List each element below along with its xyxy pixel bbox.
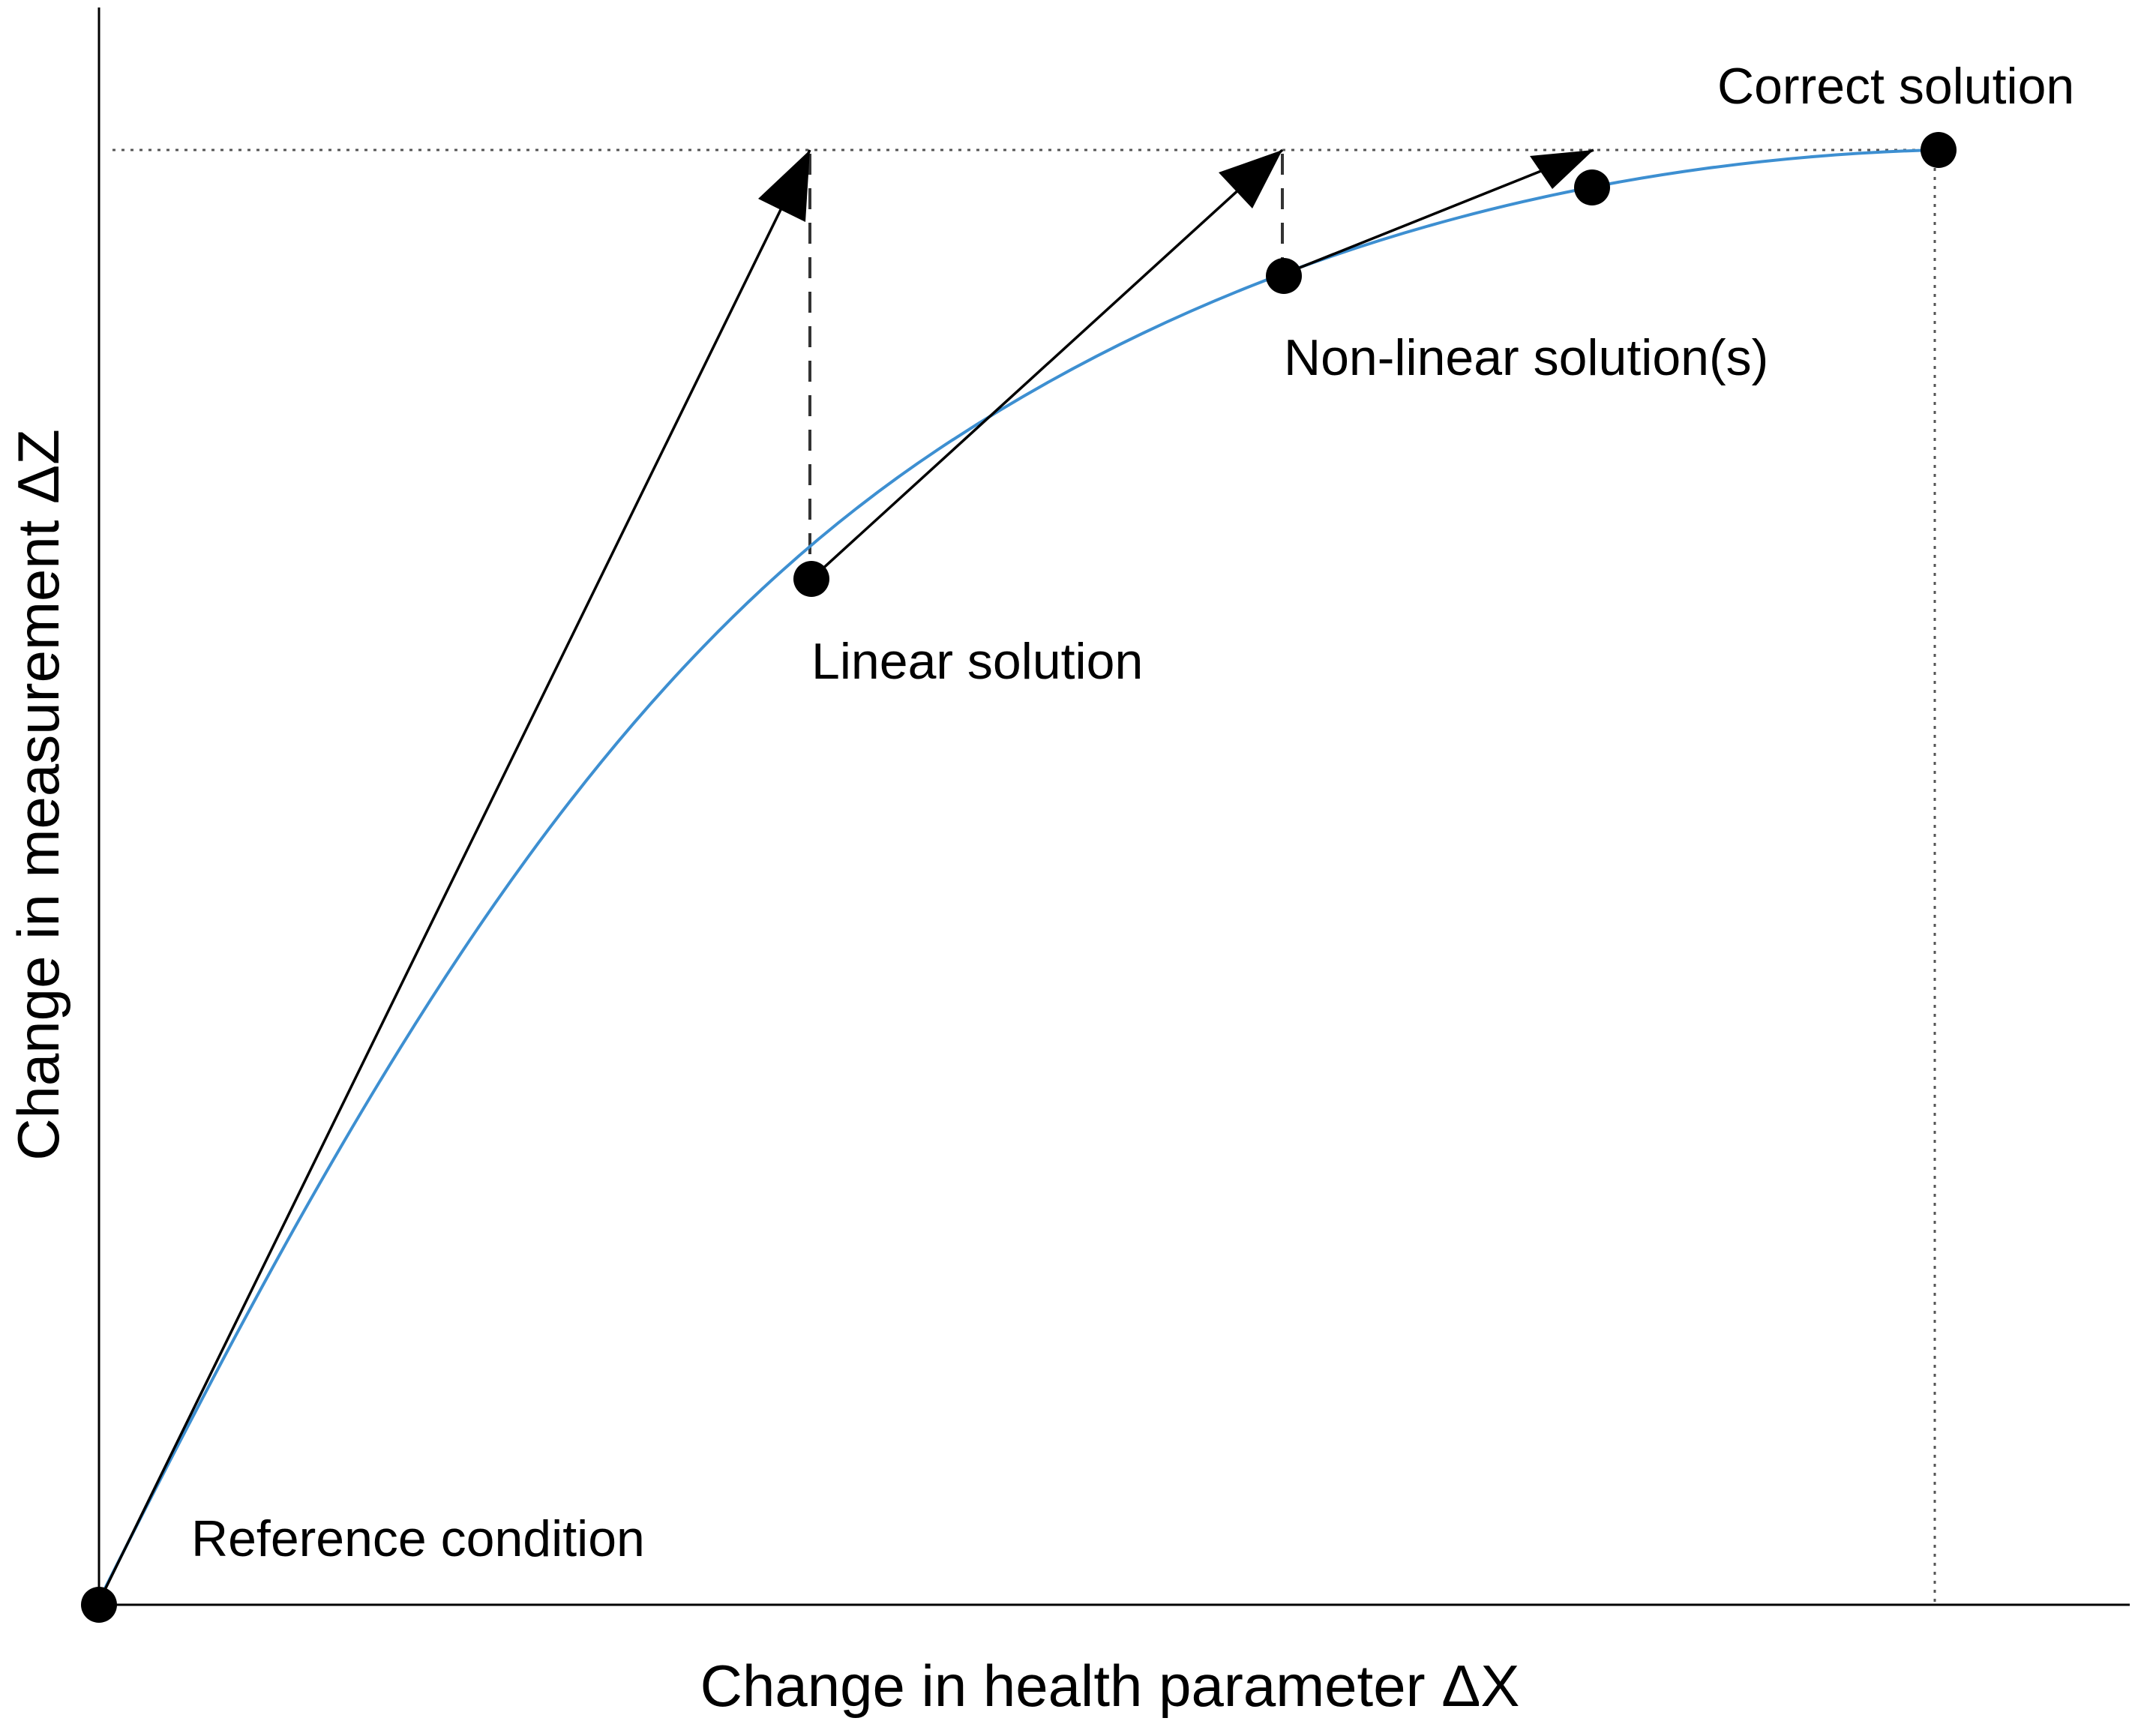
nonlinear-solution-point-2 xyxy=(1574,169,1610,205)
x-axis-title: Change in health parameter ΔX xyxy=(700,1653,1520,1719)
tangent-arrow-1 xyxy=(100,149,811,1598)
y-axis-title: Change in measurement ΔZ xyxy=(5,429,71,1161)
tangent-arrow-1-head xyxy=(758,150,810,222)
correct-solution-label: Correct solution xyxy=(1717,58,2074,115)
linear-solution-point xyxy=(793,561,829,597)
reference-point xyxy=(81,1587,117,1623)
tangent-arrow-2-head xyxy=(1219,150,1282,208)
tangent-arrow-3-head xyxy=(1530,150,1594,189)
nonlinear-solution-label: Non-linear solution(s) xyxy=(1284,329,1768,386)
linear-solution-label: Linear solution xyxy=(811,633,1143,690)
tangent-arrow-2 xyxy=(810,148,1284,580)
correct-solution-point xyxy=(1921,132,1957,168)
nonlinear-solution-point-1 xyxy=(1266,258,1302,294)
reference-condition-label: Reference condition xyxy=(191,1510,645,1567)
